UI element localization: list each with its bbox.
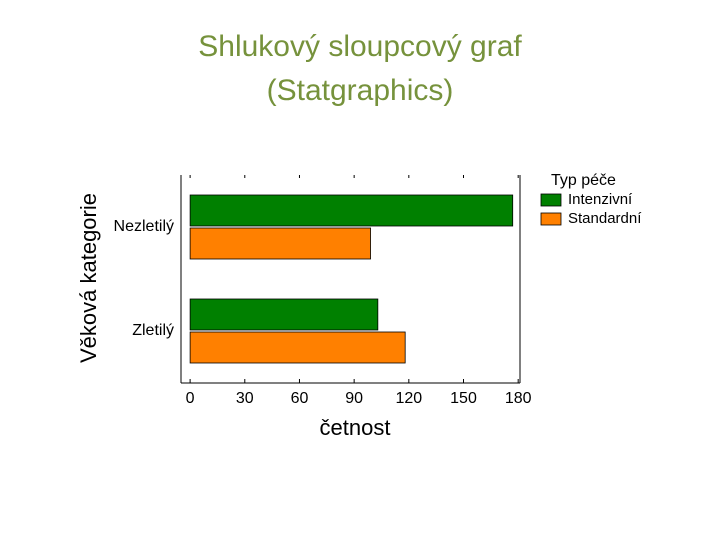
x-tick-label: 150 (450, 390, 477, 407)
x-tick-label: 60 (291, 390, 309, 407)
bar (189, 227, 371, 260)
x-tick-label: 180 (505, 390, 532, 407)
legend-label: Intenzivní (568, 191, 633, 208)
bar (189, 298, 379, 331)
legend-swatch (540, 193, 562, 207)
bar (189, 331, 406, 364)
x-tick-label: 30 (236, 390, 254, 407)
slide-title: Shlukový sloupcový graf (198, 30, 522, 63)
x-axis-label: četnost (320, 415, 391, 440)
y-tick-label: Zletilý (132, 322, 174, 339)
x-tick-label: 0 (186, 390, 195, 407)
slide-title: (Statgraphics) (267, 74, 454, 107)
legend-label: Standardní (568, 210, 642, 227)
x-tick-label: 120 (395, 390, 422, 407)
x-tick-label: 90 (345, 390, 363, 407)
legend-title: Typ péče (551, 172, 616, 189)
bar (189, 194, 514, 227)
y-tick-label: Nezletilý (114, 218, 174, 235)
legend-swatch (540, 212, 562, 226)
y-axis-label: Věková kategorie (76, 193, 101, 363)
